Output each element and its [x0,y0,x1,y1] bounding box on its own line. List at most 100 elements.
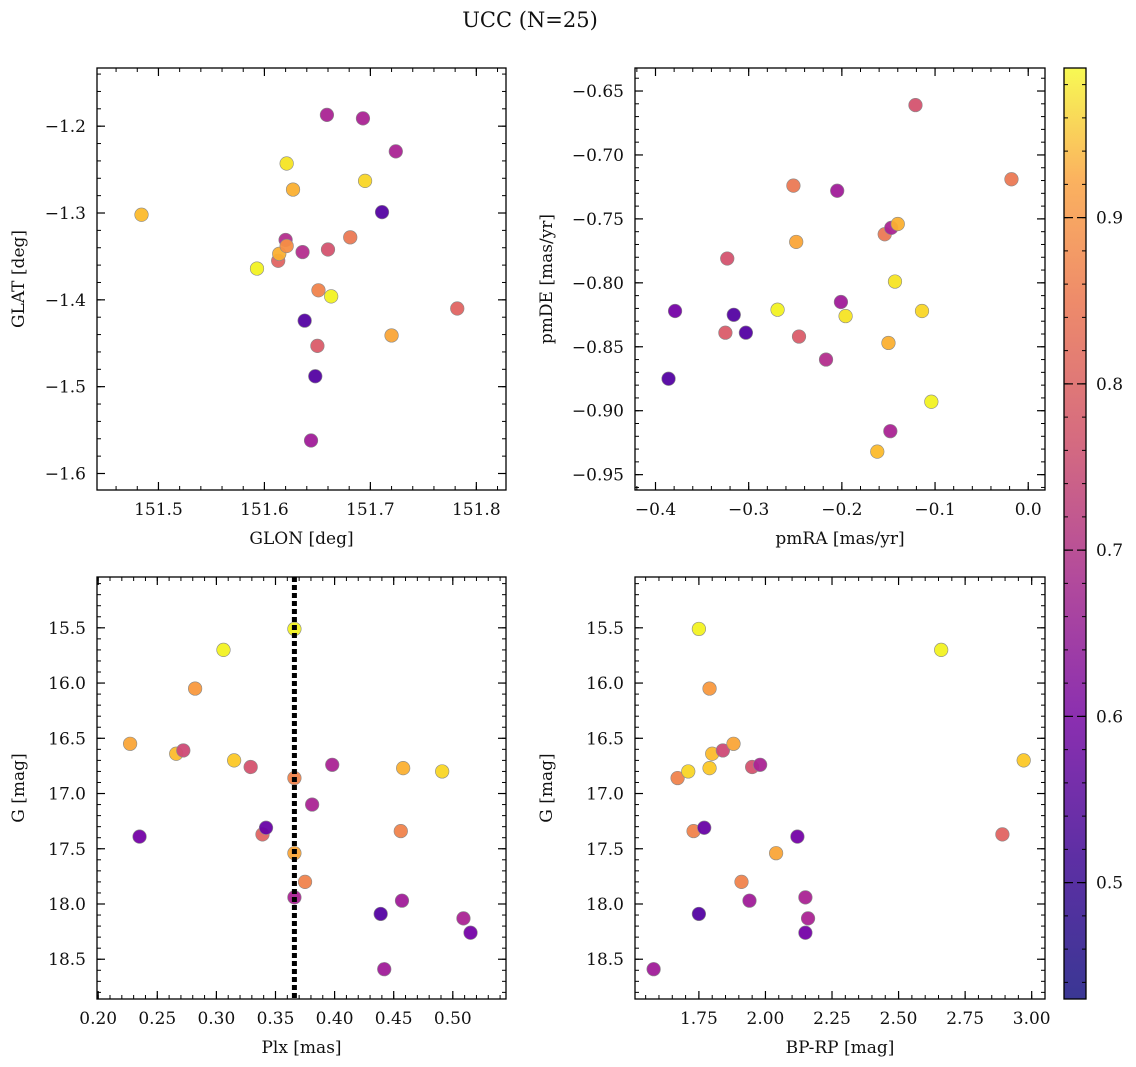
scatter-point [258,820,274,835]
scatter-point [357,173,373,188]
scatter-point [295,244,310,260]
scatter-points [134,107,465,448]
scatter-point [786,178,801,193]
y-tick-label: 16.0 [586,674,624,694]
x-tick-label: 151.8 [452,500,501,520]
y-axis-label: GLAT [deg] [9,230,29,328]
panel-2: −0.4 −0.3 −0.2 −0.1 0.0 −0.95 −0.90 −0.85 −0.80 −… [537,67,1046,549]
y-tick-label: 17.0 [586,785,624,805]
colorbar-gradient [1063,67,1087,1000]
minor-ticks [97,577,506,999]
scatter-point [833,294,849,310]
x-tick-label: 0.35 [257,1009,295,1029]
y-tick-label: 16.5 [586,729,624,749]
panel-1: 151.5 151.6 151.7 151.8 −1.6 −1.5 −1.4 −1.3 −1.2… [9,67,507,549]
scatter-point [435,764,450,779]
scatter-point [122,736,138,751]
scatter-point [702,681,717,696]
x-axis-label: BP-RP [mag] [786,1038,895,1058]
y-tick-label: −0.90 [572,402,624,422]
panel-4: 1.75 2.00 2.25 2.50 2.75 3.00 15.5 16.0 16.5 17.0… [537,576,1051,1058]
scatter-point [738,325,753,340]
scatter-point [798,890,813,905]
y-tick-label: 16.5 [48,729,86,749]
scatter-point [243,759,258,775]
y-tick-label: −0.65 [572,82,624,102]
scatter-point [715,743,730,758]
minor-ticks [97,68,506,490]
scatter-point [924,394,939,409]
x-tick-label: 151.7 [346,500,395,520]
scatter-point [726,307,741,322]
scatter-point [718,325,733,340]
scatter-panels: 151.5 151.6 151.7 151.8 −1.6 −1.5 −1.4 −1.3 −1.2… [9,67,1051,1058]
scatter-point [1016,753,1031,768]
x-tick-label: 151.6 [240,500,289,520]
y-axis-label: pmDE [mas/yr] [537,214,557,344]
colorbar: 0.5 0.6 0.7 0.8 0.9 [1063,67,1123,1000]
x-tick-label: 2.25 [813,1009,851,1029]
scatter-point [742,893,757,908]
scatter-point [883,424,898,439]
scatter-point [320,242,336,257]
scatter-point [343,230,358,245]
x-tick-label: 2.75 [946,1009,984,1029]
scatter-point [305,797,320,812]
scatter-point [1004,172,1019,187]
scatter-point [881,335,896,351]
axes-frame [96,576,507,1000]
scatter-point [227,753,242,768]
y-tick-label: 16.0 [48,674,86,694]
scatter-point [396,761,411,776]
x-tick-label: −0.3 [728,500,769,520]
scatter-point [646,962,661,977]
x-axis-label: Plx [mas] [261,1038,341,1058]
scatter-point [789,234,804,250]
y-tick-label: −0.70 [572,146,624,166]
y-axis-label: G [mag] [9,753,29,822]
scatter-point [670,770,685,786]
scatter-point [818,352,834,367]
scatter-point [463,925,478,940]
scatter-point [373,906,388,922]
scatter-point [450,301,465,316]
x-tick-label: 0.25 [138,1009,176,1029]
axes-frame [634,67,1046,491]
x-tick-label: 2.00 [747,1009,785,1029]
scatter-point [132,829,147,844]
scatter-point [697,820,712,835]
scatter-point [830,183,845,198]
y-tick-label: 17.0 [48,785,86,805]
scatter-point [279,156,294,171]
scatter-point [297,874,313,890]
scatter-point [691,621,706,637]
scatter-point [798,925,813,940]
colorbar-tick-label: 0.5 [1096,874,1123,894]
scatter-point [661,371,676,386]
scatter-point [134,207,149,222]
scatter-point [681,764,696,779]
x-tick-label: −0.2 [821,500,862,520]
x-tick-label: 1.75 [680,1009,718,1029]
scatter-point [319,107,335,122]
y-tick-label: 15.5 [48,619,86,639]
x-tick-label: 0.40 [316,1009,354,1029]
minor-ticks [635,68,1045,490]
scatter-points [122,621,478,977]
scatter-point [384,328,399,343]
y-tick-label: 18.0 [48,895,86,915]
x-tick-label: 3.00 [1013,1009,1051,1029]
axes-frame [634,576,1046,1000]
y-tick-label: −1.2 [45,117,86,137]
scatter-point [308,369,323,384]
y-tick-label: −0.75 [572,210,624,230]
scatter-point [753,757,768,772]
scatter-point [691,906,706,922]
scatter-point [800,911,816,926]
scatter-point [995,827,1010,842]
scatter-point [188,681,203,696]
scatter-point [324,289,339,304]
scatter-point [285,182,301,197]
scatter-point [720,251,735,266]
y-tick-label: −0.80 [572,274,624,294]
